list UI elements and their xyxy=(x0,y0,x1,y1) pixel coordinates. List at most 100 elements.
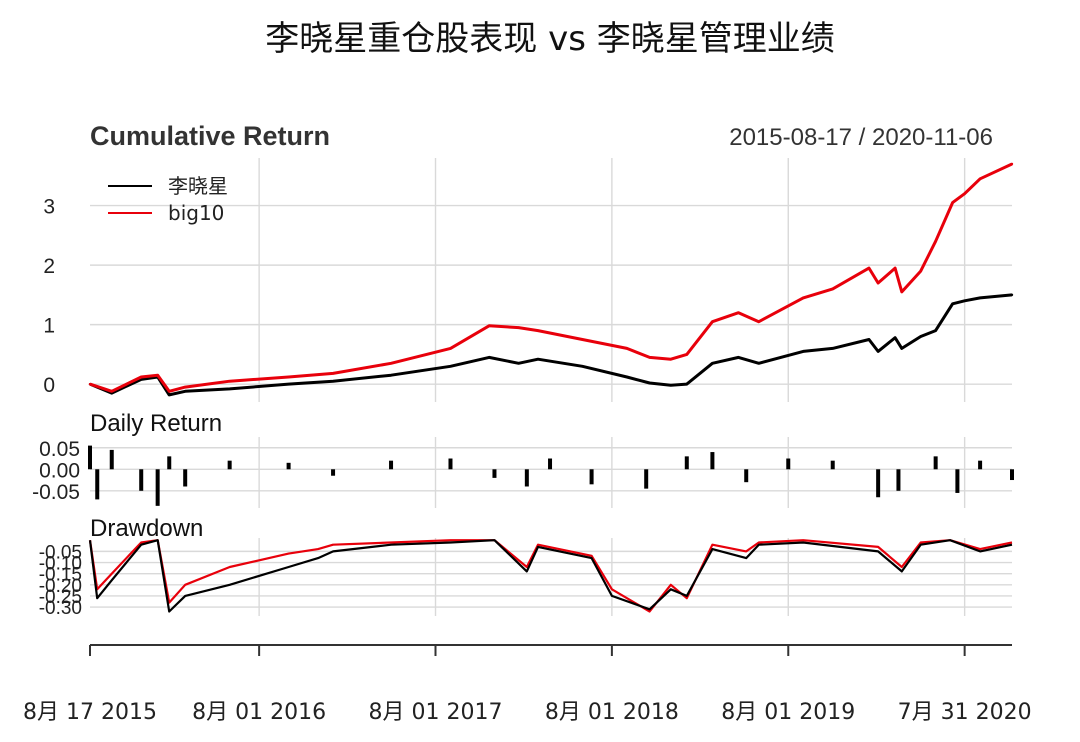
cumulative-point xyxy=(331,372,335,375)
daily-return-bar xyxy=(978,460,983,470)
daily-return-bar xyxy=(389,460,394,470)
cumulative-point xyxy=(757,320,760,323)
cumulative-point xyxy=(963,192,966,195)
daily-y-tick-label: 0.00 xyxy=(39,459,80,482)
cumulative-point xyxy=(876,281,880,285)
cumulative-y-tick-label: 2 xyxy=(43,255,55,278)
cumulative-point xyxy=(934,329,937,332)
cumulative-point xyxy=(228,387,231,391)
cumulative-point xyxy=(183,385,187,389)
daily-y-ticks: 0.050.00-0.05 xyxy=(32,438,80,504)
daily-return-bar xyxy=(448,458,453,470)
cumulative-point xyxy=(831,287,834,291)
cumulative-point xyxy=(449,347,452,350)
x-tick-label: 8月 01 2019 xyxy=(721,700,855,725)
cumulative-point xyxy=(487,356,491,359)
x-tick-label: 7月 31 2020 xyxy=(898,700,1032,725)
daily-return-bar xyxy=(88,445,92,470)
daily-return-bar xyxy=(644,469,649,489)
daily-return-bar xyxy=(589,469,594,485)
legend-label-lixiaoxing: 李晓星 xyxy=(168,174,228,198)
cumulative-point xyxy=(625,347,629,350)
cumulative-point xyxy=(978,296,982,300)
drawdown-y-ticks: -0.05-0.10-0.15-0.20-0.25-0.30 xyxy=(39,542,82,619)
cumulative-point xyxy=(487,324,491,328)
cumulative-point xyxy=(449,365,452,368)
drawdown-y-tick-label: -0.25 xyxy=(39,587,82,608)
cumulative-point xyxy=(156,374,159,377)
daily-return-bar xyxy=(876,469,881,498)
daily-return-bar xyxy=(331,469,336,476)
drawdown-panel-title: Drawdown xyxy=(90,515,203,542)
daily-return-bar xyxy=(786,458,791,470)
drawdown-y-tick-label: -0.15 xyxy=(39,565,82,586)
drawdown-y-tick-label: -0.05 xyxy=(39,542,82,563)
cumulative-point xyxy=(669,384,673,387)
x-axis: 8月 17 2015 8月 01 2016 8月 01 2017 8月 01 2018… xyxy=(23,644,1032,725)
daily-return-bar xyxy=(896,469,901,491)
cumulative-y-tick-label: 1 xyxy=(43,315,55,338)
cumulative-point xyxy=(919,269,922,273)
cumulative-point xyxy=(669,357,673,361)
daily-return-bar xyxy=(155,469,160,506)
cumulative-point xyxy=(711,362,714,365)
daily-return-bar xyxy=(227,460,232,470)
cumulative-point xyxy=(1010,162,1014,166)
daily-return-bar xyxy=(548,458,553,470)
cumulative-point xyxy=(517,362,520,365)
cumulative-point xyxy=(581,338,584,341)
cumulative-panel-title: Cumulative Return xyxy=(90,121,330,151)
drawdown-line-big10 xyxy=(88,539,1013,613)
daily-return-bar xyxy=(524,469,529,487)
daily-return-bar xyxy=(710,452,715,470)
cumulative-point xyxy=(867,338,871,341)
cumulative-point xyxy=(536,357,540,361)
daily-return-bar xyxy=(684,456,689,470)
x-tick-label: 8月 01 2017 xyxy=(369,700,503,725)
drawdown-y-tick-label: -0.20 xyxy=(39,576,82,597)
cumulative-point xyxy=(228,379,231,383)
series-line-lixiaoxing xyxy=(89,293,1013,397)
daily-y-tick-label: -0.05 xyxy=(32,481,80,504)
legend: 李晓星 big10 xyxy=(108,174,228,225)
daily-return-bar xyxy=(167,456,172,470)
daily-return-bar xyxy=(492,469,497,478)
cumulative-point xyxy=(831,347,834,350)
cumulative-point xyxy=(648,356,651,359)
cumulative-point xyxy=(757,362,760,365)
cumulative-point xyxy=(685,353,688,356)
cumulative-y-tick-label: 0 xyxy=(43,374,55,397)
daily-return-bar xyxy=(933,456,938,470)
cumulative-point xyxy=(685,382,688,386)
cumulative-point xyxy=(919,335,922,338)
cumulative-point xyxy=(876,350,880,353)
cumulative-point xyxy=(648,381,651,385)
cumulative-point xyxy=(867,266,871,270)
cumulative-point xyxy=(900,347,904,350)
drawdown-line-lixiaoxing xyxy=(88,539,1013,613)
cumulative-point xyxy=(951,302,954,306)
drawdown-y-tick-label: -0.30 xyxy=(39,598,82,619)
cumulative-point xyxy=(900,290,904,294)
x-tick-label: 8月 01 2018 xyxy=(545,700,679,725)
cumulative-point xyxy=(737,311,740,314)
cumulative-point xyxy=(581,365,584,368)
cumulative-point xyxy=(802,296,805,300)
daily-return-bar xyxy=(744,469,749,483)
cumulative-point xyxy=(625,375,629,379)
daily-return-panel-title: Daily Return xyxy=(90,410,222,437)
cumulative-point xyxy=(1010,293,1014,297)
cumulative-point xyxy=(140,375,143,379)
cumulative-point xyxy=(389,374,393,377)
cumulative-point xyxy=(951,201,954,204)
daily-bars xyxy=(88,445,1014,506)
daily-return-bar xyxy=(183,469,188,487)
cumulative-point xyxy=(331,379,335,383)
legend-label-big10: big10 xyxy=(168,201,224,225)
cumulative-point xyxy=(287,375,290,379)
daily-return-bar xyxy=(1010,469,1014,481)
drawdown-y-tick-label: -0.10 xyxy=(39,554,82,575)
cumulative-y-ticks: 0 1 2 3 xyxy=(43,196,55,398)
date-range: 2015-08-17 / 2020-11-06 xyxy=(729,124,993,151)
chart-title: 李晓星重仓股表现 vs 李晓星管理业绩 xyxy=(265,19,834,59)
